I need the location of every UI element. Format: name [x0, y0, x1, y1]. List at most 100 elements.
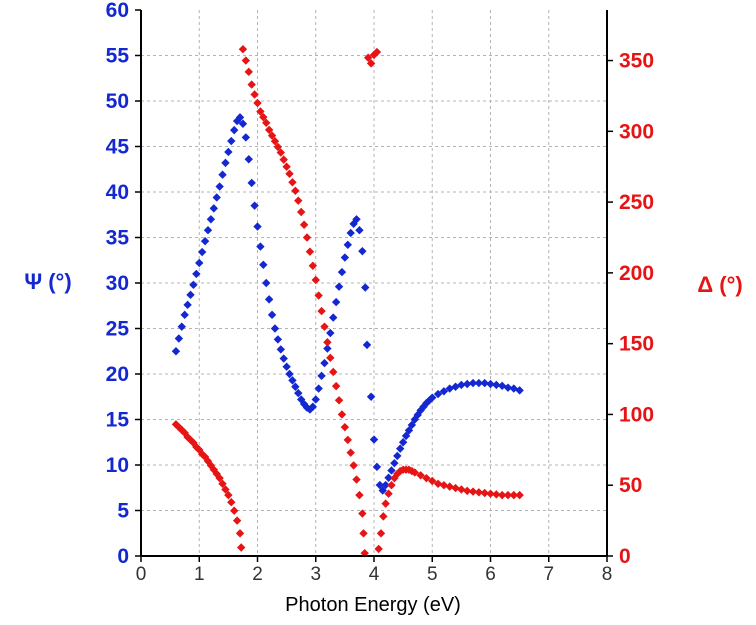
delta-point [343, 435, 352, 445]
left-tick-label: 5 [117, 500, 129, 523]
left-tick-label: 0 [117, 545, 129, 568]
delta-point [227, 498, 236, 507]
delta-point [247, 80, 256, 89]
delta-point [294, 196, 303, 205]
delta-point [236, 543, 246, 552]
delta-point [224, 490, 233, 500]
left-axis-title: Ψ (°) [24, 269, 71, 294]
x-tick-label: 2 [252, 564, 263, 585]
psi-point [334, 282, 344, 291]
psi-point [197, 247, 207, 257]
delta-point [410, 468, 419, 477]
delta-point [256, 107, 265, 116]
delta-point [317, 306, 326, 316]
psi-point [390, 458, 399, 468]
right-tick-label: 150 [619, 333, 654, 356]
delta-point [486, 489, 495, 498]
delta-point [235, 529, 245, 538]
delta-point [232, 516, 242, 525]
psi-point [396, 444, 405, 453]
psi-point [381, 480, 390, 490]
psi-point [457, 380, 466, 390]
delta-point [515, 490, 524, 500]
delta-point [503, 490, 513, 500]
right-tick-label: 200 [619, 262, 654, 285]
psi-point [171, 347, 181, 356]
psi-point [340, 253, 350, 262]
psi-point [362, 340, 372, 350]
psi-point [253, 222, 262, 231]
delta-point [374, 544, 383, 554]
psi-point [352, 215, 361, 224]
x-tick-label: 6 [485, 564, 496, 585]
delta-point [337, 410, 347, 419]
delta-point [358, 509, 367, 518]
delta-point [180, 428, 189, 438]
delta-point [329, 367, 338, 377]
gridlines [141, 10, 607, 556]
right-tick-label: 350 [619, 50, 654, 73]
psi-point [230, 125, 239, 135]
psi-point [221, 158, 230, 168]
psi-point [288, 376, 297, 385]
psi-point [224, 147, 233, 157]
psi-point [317, 371, 326, 381]
psi-point [343, 240, 352, 249]
delta-point [230, 506, 239, 515]
delta-point [474, 488, 484, 497]
right-tick-label: 100 [619, 403, 654, 426]
psi-point [384, 473, 393, 482]
delta-point [376, 529, 386, 538]
psi-point [355, 226, 364, 235]
x-tick-label: 0 [136, 564, 147, 585]
psi-point [398, 438, 408, 447]
delta-point [359, 529, 368, 538]
delta-point [308, 261, 318, 271]
psi-point [329, 313, 338, 322]
delta-point [422, 473, 431, 483]
delta-point [363, 53, 373, 62]
psi-point [195, 258, 204, 268]
delta-point [355, 490, 364, 500]
delta-point [387, 481, 396, 490]
left-tick-label: 25 [106, 318, 130, 341]
delta-point [218, 479, 227, 489]
delta-point [428, 476, 437, 486]
x-tick-label: 1 [194, 564, 205, 585]
psi-point [215, 182, 224, 191]
psi-series [171, 113, 524, 495]
right-tick-label: 250 [619, 191, 654, 214]
psi-point [250, 201, 259, 210]
delta-point [457, 485, 466, 494]
delta-point [372, 47, 382, 57]
psi-point [294, 388, 303, 398]
delta-point [241, 56, 251, 65]
delta-point [509, 490, 518, 500]
delta-point [215, 473, 224, 483]
psi-point [314, 384, 323, 393]
left-tick-label: 35 [106, 227, 130, 250]
psi-point [267, 310, 277, 320]
psi-point [282, 362, 291, 371]
delta-point [320, 322, 329, 331]
delta-series [171, 45, 524, 558]
left-tick-label: 20 [106, 363, 129, 386]
delta-point [381, 499, 390, 508]
psi-point [235, 113, 245, 122]
psi-point [393, 451, 402, 461]
psi-point [244, 155, 253, 164]
right-axis-title: Δ (°) [697, 272, 742, 297]
psi-point [189, 280, 198, 290]
psi-point [256, 242, 265, 251]
delta-point [305, 247, 315, 256]
delta-point [250, 90, 259, 99]
psi-point [358, 246, 367, 256]
delta-point [276, 148, 285, 157]
left-tick-label: 60 [106, 0, 129, 22]
psi-point [200, 236, 210, 246]
delta-point [439, 481, 449, 490]
delta-point [360, 548, 369, 558]
left-tick-label: 40 [106, 181, 129, 204]
delta-point [311, 275, 320, 285]
